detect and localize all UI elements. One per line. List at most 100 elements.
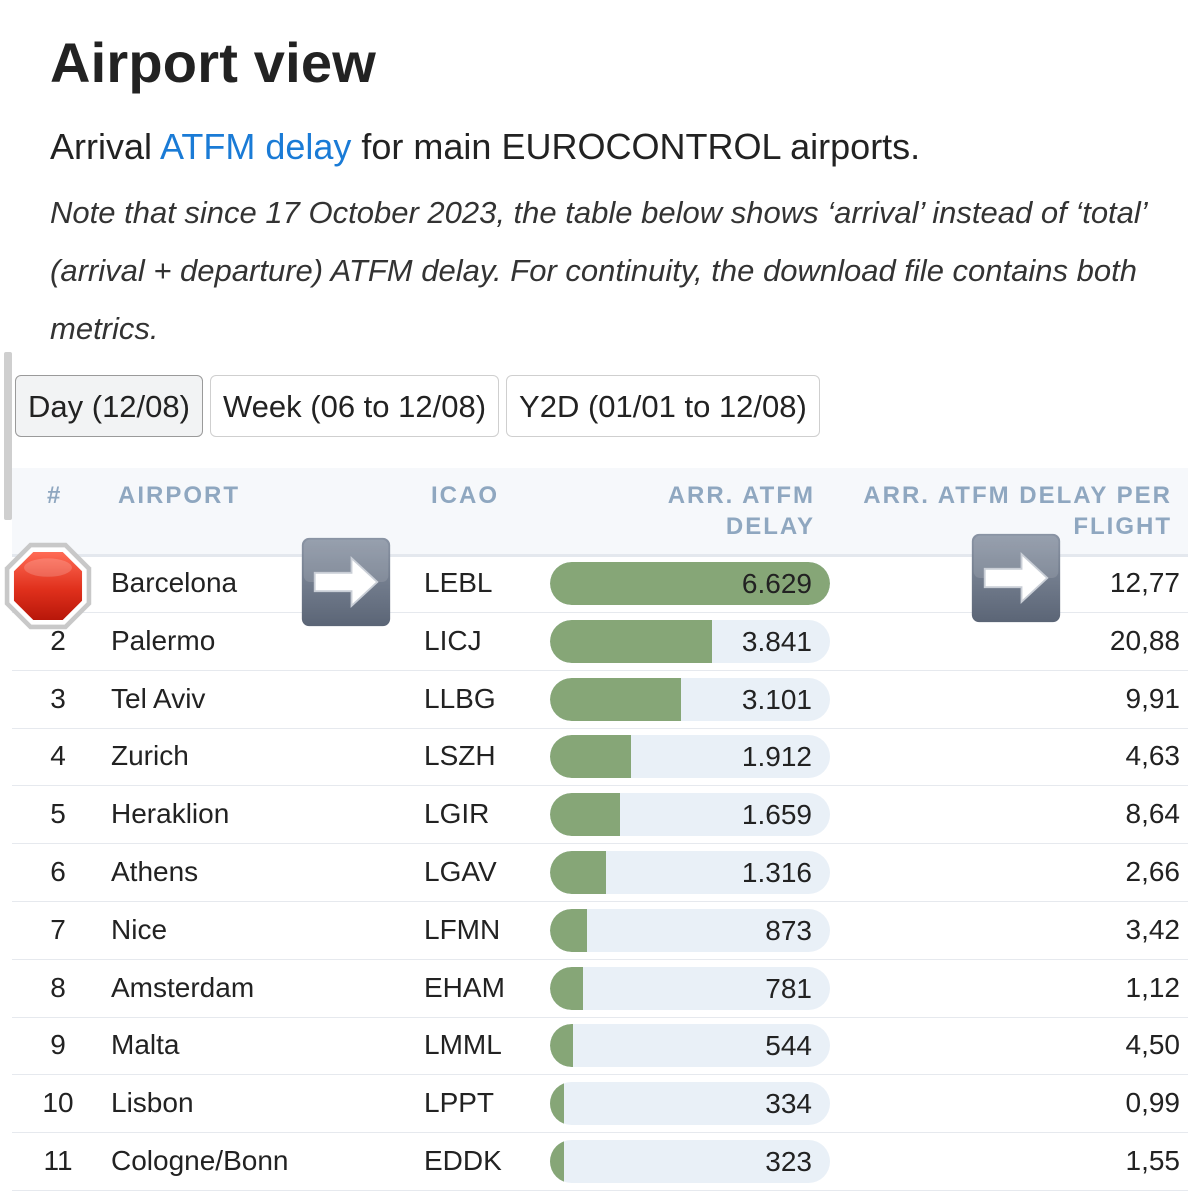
table-row[interactable]: 3 Tel Aviv LLBG 3.101 9,91 (12, 671, 1188, 729)
delay-value: 544 (765, 1030, 812, 1062)
delay-bar-fill (550, 619, 712, 663)
airport-cell: Athens (111, 856, 199, 887)
table-row[interactable]: 2 Palermo LICJ 3.841 20,88 (12, 613, 1188, 671)
table-row[interactable]: 11 Cologne/Bonn EDDK 323 1,55 (12, 1133, 1188, 1191)
delay-per-flight-cell: 1,12 (1125, 971, 1181, 1003)
airport-cell: Barcelona (111, 567, 238, 598)
delay-per-flight-cell: 0,99 (1125, 1087, 1181, 1119)
delay-bar: 1.912 (550, 735, 830, 779)
delay-bar-fill (550, 966, 583, 1010)
delay-per-flight-cell: 4,50 (1125, 1029, 1181, 1061)
delay-bar-fill (550, 793, 620, 837)
airport-cell: Malta (111, 1029, 180, 1061)
delay-bar: 3.841 (550, 619, 830, 663)
airport-cell: Amsterdam (111, 971, 255, 1003)
delay-value: 1.912 (741, 741, 812, 773)
rank-cell: 11 (43, 1145, 73, 1176)
column-header-arr-atfm-delay-line2: DELAY (725, 513, 815, 540)
airport-cell: Palermo (111, 624, 216, 656)
column-header-delay-per-flight-line2: FLIGHT (1073, 513, 1172, 540)
rank-cell: 9 (50, 1029, 66, 1061)
delay-per-flight-cell: 12,77 (1109, 567, 1180, 598)
delay-bar: 544 (550, 1024, 830, 1068)
column-header-airport[interactable]: AIRPORT (118, 482, 240, 509)
delay-bar-fill (550, 1082, 564, 1126)
delay-per-flight-cell: 4,63 (1125, 740, 1181, 772)
delay-bar: 6.629 (550, 562, 830, 605)
intro-suffix: for main EUROCONTROL airports. (351, 126, 921, 167)
delay-value: 873 (765, 914, 812, 946)
table-row[interactable]: 5 Heraklion LGIR 1.659 8,64 (12, 786, 1188, 845)
airport-cell: Cologne/Bonn (111, 1145, 289, 1176)
airport-cell: Nice (111, 913, 168, 945)
right-arrow-icon (301, 537, 391, 627)
rank-cell: 8 (50, 971, 66, 1003)
delay-per-flight-cell: 8,64 (1125, 798, 1181, 830)
column-header-arr-atfm-delay-line1: ARR. ATFM (667, 482, 815, 509)
delay-value: 323 (765, 1146, 812, 1177)
table-header: # AIRPORT ICAO ARR. ATFM DELAY ARR. ATFM… (12, 468, 1188, 557)
delay-bar: 781 (550, 966, 830, 1010)
airport-cell: Zurich (111, 740, 189, 772)
delay-bar-fill (550, 677, 681, 721)
delay-bar: 3.101 (550, 677, 830, 721)
delay-bar-fill (550, 735, 631, 779)
delay-bar-fill (550, 1140, 564, 1183)
rank-cell: 5 (50, 798, 66, 830)
note-text: Note that since 17 October 2023, the tab… (50, 195, 1146, 346)
airport-cell: Tel Aviv (111, 682, 206, 714)
delay-value: 1.659 (741, 799, 812, 831)
intro-text: Arrival ATFM delay for main EUROCONTROL … (50, 126, 920, 168)
icao-cell: LGAV (424, 856, 497, 887)
delay-bar: 1.316 (550, 851, 830, 894)
delay-per-flight-cell: 20,88 (1109, 624, 1180, 656)
atfm-delay-link[interactable]: ATFM delay (160, 126, 352, 167)
column-header-delay-per-flight-line1: ARR. ATFM DELAY PER (863, 482, 1172, 509)
table-row[interactable]: 6 Athens LGAV 1.316 2,66 (12, 844, 1188, 902)
table-row[interactable]: 4 Zurich LSZH 1.912 4,63 (12, 728, 1188, 787)
table-row[interactable]: 9 Malta LMML 544 4,50 (12, 1017, 1188, 1076)
delay-value: 781 (765, 972, 812, 1004)
icao-cell: EHAM (424, 971, 505, 1003)
delay-value: 334 (765, 1088, 812, 1120)
icao-cell: LPPT (424, 1087, 495, 1119)
delay-per-flight-cell: 2,66 (1125, 856, 1181, 887)
delay-bar: 873 (550, 908, 830, 952)
icao-cell: LSZH (424, 740, 496, 772)
column-header-arr-atfm-delay[interactable]: ARR. ATFM DELAY (668, 480, 815, 542)
table-row[interactable]: 10 Lisbon LPPT 334 0,99 (12, 1075, 1188, 1134)
icao-cell: LICJ (424, 624, 482, 656)
page-title: Airport view (50, 31, 377, 94)
tab-week[interactable]: Week (06 to 12/08) (209, 375, 500, 437)
right-arrow-icon (971, 533, 1061, 623)
intro-prefix: Arrival (50, 126, 161, 167)
delay-bar-fill (550, 851, 606, 894)
table-row[interactable]: 7 Nice LFMN 873 3,42 (12, 902, 1188, 960)
icao-cell: LEBL (424, 567, 493, 598)
delay-bar: 334 (550, 1082, 830, 1126)
delay-per-flight-cell: 3,42 (1125, 913, 1181, 945)
table-row[interactable]: 8 Amsterdam EHAM 781 1,12 (12, 960, 1188, 1018)
column-header-delay-per-flight[interactable]: ARR. ATFM DELAY PER FLIGHT (863, 480, 1172, 542)
delay-value: 1.316 (741, 857, 812, 888)
rank-cell: 3 (50, 682, 66, 714)
delay-per-flight-cell: 1,55 (1125, 1145, 1181, 1176)
column-header-icao[interactable]: ICAO (431, 482, 499, 509)
delay-value: 6.629 (741, 568, 812, 599)
rank-cell: 2 (50, 624, 66, 656)
column-header-rank[interactable]: # (47, 482, 63, 509)
rank-cell: 6 (50, 856, 66, 887)
stop-sign-icon (4, 542, 92, 630)
tab-day[interactable]: Day (12/08) (15, 375, 203, 437)
delay-bar-fill (550, 908, 587, 952)
rank-cell: 4 (50, 740, 66, 772)
icao-cell: EDDK (424, 1145, 502, 1176)
tab-y2d[interactable]: Y2D (01/01 to 12/08) (506, 375, 820, 437)
delay-bar-fill (550, 1024, 573, 1068)
period-tabs: Day (12/08) Week (06 to 12/08) Y2D (01/0… (15, 375, 820, 437)
icao-cell: LGIR (424, 798, 490, 830)
icao-cell: LFMN (424, 913, 501, 945)
rank-cell: 10 (42, 1087, 74, 1119)
delay-value: 3.841 (741, 625, 812, 657)
